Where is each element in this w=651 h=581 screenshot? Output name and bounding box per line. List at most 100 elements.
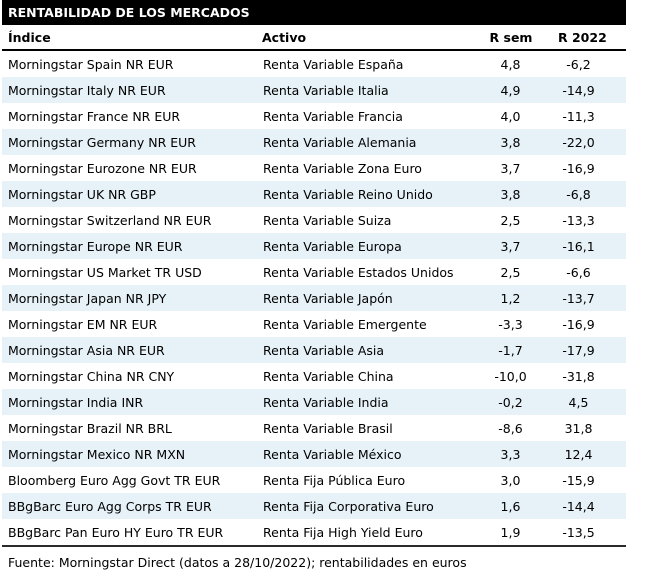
asset-class-cell: Renta Variable India: [263, 394, 389, 410]
r-sem-value-cell: 3,8: [500, 134, 521, 150]
index-name-cell: Morningstar Brazil NR BRL: [8, 420, 172, 436]
r-2022-value-cell: -31,8: [562, 368, 595, 384]
r-2022-value-cell: -13,3: [562, 212, 595, 228]
table-row: Morningstar China NR CNY Renta Variable …: [2, 363, 626, 389]
index-name-cell: Morningstar China NR CNY: [8, 368, 175, 384]
r-2022-value-cell: 4,5: [568, 394, 589, 410]
index-name-cell: Morningstar Japan NR JPY: [8, 290, 167, 306]
index-name-cell: BBgBarc Pan Euro HY Euro TR EUR: [8, 524, 224, 540]
asset-class-cell: Renta Fija Corporativa Euro: [263, 498, 434, 514]
table-row: Morningstar France NR EUR Renta Variable…: [2, 103, 626, 129]
r-sem-value-cell: 4,8: [500, 56, 521, 72]
column-header-indice: Índice: [2, 25, 262, 51]
table-row: Morningstar Eurozone NR EUR Renta Variab…: [2, 155, 626, 181]
asset-class-cell: Renta Variable Europa: [263, 238, 402, 254]
index-name-cell: Morningstar EM NR EUR: [8, 316, 158, 332]
index-name-cell: Morningstar France NR EUR: [8, 108, 181, 124]
r-sem-value-cell: 4,0: [500, 108, 521, 124]
table-row: Morningstar Italy NR EUR Renta Variable …: [2, 77, 626, 103]
table-row: Morningstar Switzerland NR EUR Renta Var…: [2, 207, 626, 233]
r-sem-value-cell: 1,9: [500, 524, 521, 540]
table-header: Índice Activo R sem R 2022: [2, 25, 626, 51]
r-sem-value-cell: 2,5: [500, 212, 521, 228]
index-name-cell: Morningstar India INR: [8, 394, 144, 410]
table-row: Morningstar UK NR GBP Renta Variable Rei…: [2, 181, 626, 207]
r-sem-value-cell: -1,7: [498, 342, 523, 358]
asset-class-cell: Renta Variable Italia: [263, 82, 389, 98]
asset-class-cell: Renta Variable China: [263, 368, 394, 384]
r-2022-value-cell: -6,2: [566, 56, 591, 72]
r-sem-value-cell: 3,0: [500, 472, 521, 488]
index-name-cell: Morningstar Mexico NR MXN: [8, 446, 186, 462]
r-sem-value-cell: 3,7: [500, 160, 521, 176]
table-row: Morningstar Germany NR EUR Renta Variabl…: [2, 129, 626, 155]
index-name-cell: Bloomberg Euro Agg Govt TR EUR: [8, 472, 221, 488]
index-name-cell: BBgBarc Euro Agg Corps TR EUR: [8, 498, 212, 514]
r-2022-value-cell: -15,9: [562, 472, 595, 488]
r-2022-value-cell: -14,9: [562, 82, 595, 98]
asset-class-cell: Renta Variable Estados Unidos: [263, 264, 454, 280]
r-2022-value-cell: -16,9: [562, 316, 595, 332]
column-header-r-sem: R sem: [458, 25, 558, 51]
r-2022-value-cell: -13,5: [562, 524, 595, 540]
r-2022-value-cell: -22,0: [562, 134, 595, 150]
r-2022-value-cell: -11,3: [562, 108, 595, 124]
asset-class-cell: Renta Variable Japón: [263, 290, 393, 306]
r-sem-value-cell: 3,3: [500, 446, 521, 462]
table-row: BBgBarc Pan Euro HY Euro TR EUR Renta Fi…: [2, 519, 626, 546]
asset-class-cell: Renta Variable Reino Unido: [263, 186, 433, 202]
index-name-cell: Morningstar Europe NR EUR: [8, 238, 183, 254]
asset-class-cell: Renta Variable Francia: [263, 108, 403, 124]
r-2022-value-cell: -17,9: [562, 342, 595, 358]
asset-class-cell: Renta Variable México: [263, 446, 402, 462]
table-row: Morningstar Brazil NR BRL Renta Variable…: [2, 415, 626, 441]
table-row: BBgBarc Euro Agg Corps TR EUR Renta Fija…: [2, 493, 626, 519]
source-note: Fuente: Morningstar Direct (datos a 28/1…: [8, 555, 467, 570]
r-2022-value-cell: 31,8: [564, 420, 593, 436]
asset-class-cell: Renta Variable Brasil: [263, 420, 393, 436]
asset-class-cell: Renta Variable Zona Euro: [263, 160, 422, 176]
r-sem-value-cell: -0,2: [498, 394, 523, 410]
r-sem-value-cell: 4,9: [500, 82, 521, 98]
r-sem-value-cell: -8,6: [498, 420, 523, 436]
asset-class-cell: Renta Variable Suiza: [263, 212, 392, 228]
table-row: Bloomberg Euro Agg Govt TR EUR Renta Fij…: [2, 467, 626, 493]
asset-class-cell: Renta Variable España: [263, 56, 404, 72]
r-sem-value-cell: 3,7: [500, 238, 521, 254]
header-row: Índice Activo R sem R 2022: [2, 25, 626, 51]
table-row: Morningstar Mexico NR MXN Renta Variable…: [2, 441, 626, 467]
r-2022-value-cell: -13,7: [562, 290, 595, 306]
table-body: Morningstar Spain NR EUR Renta Variable …: [2, 50, 626, 546]
asset-class-cell: Renta Variable Asia: [263, 342, 385, 358]
asset-class-cell: Renta Fija Pública Euro: [263, 472, 406, 488]
table-row: Morningstar Europe NR EUR Renta Variable…: [2, 233, 626, 259]
table-row: Morningstar US Market TR USD Renta Varia…: [2, 259, 626, 285]
index-name-cell: Morningstar Germany NR EUR: [8, 134, 196, 150]
r-sem-value-cell: 1,2: [500, 290, 521, 306]
asset-class-cell: Renta Fija High Yield Euro: [263, 524, 423, 540]
index-name-cell: Morningstar Switzerland NR EUR: [8, 212, 212, 228]
index-name-cell: Morningstar Asia NR EUR: [8, 342, 165, 358]
index-name-cell: Morningstar Eurozone NR EUR: [8, 160, 197, 176]
r-sem-value-cell: 2,5: [500, 264, 521, 280]
r-2022-value-cell: -14,4: [562, 498, 595, 514]
markets-report: RENTABILIDAD DE LOS MERCADOS Índice Acti…: [2, 0, 626, 570]
r-2022-value-cell: -6,6: [566, 264, 591, 280]
r-2022-value-cell: -16,9: [562, 160, 595, 176]
r-2022-value-cell: 12,4: [564, 446, 593, 462]
index-name-cell: Morningstar Spain NR EUR: [8, 56, 174, 72]
r-sem-value-cell: -3,3: [498, 316, 523, 332]
index-name-cell: Morningstar UK NR GBP: [8, 186, 156, 202]
table-row: Morningstar Asia NR EUR Renta Variable A…: [2, 337, 626, 363]
table-row: Morningstar EM NR EUR Renta Variable Eme…: [2, 311, 626, 337]
asset-class-cell: Renta Variable Alemania: [263, 134, 417, 150]
index-name-cell: Morningstar US Market TR USD: [8, 264, 202, 280]
asset-class-cell: Renta Variable Emergente: [263, 316, 427, 332]
r-sem-value-cell: 1,6: [500, 498, 521, 514]
r-2022-value-cell: -16,1: [562, 238, 595, 254]
table-row: Morningstar India INR Renta Variable Ind…: [2, 389, 626, 415]
column-header-activo: Activo: [262, 25, 458, 51]
report-title: RENTABILIDAD DE LOS MERCADOS: [2, 0, 626, 25]
index-name-cell: Morningstar Italy NR EUR: [8, 82, 166, 98]
table-row: Morningstar Japan NR JPY Renta Variable …: [2, 285, 626, 311]
